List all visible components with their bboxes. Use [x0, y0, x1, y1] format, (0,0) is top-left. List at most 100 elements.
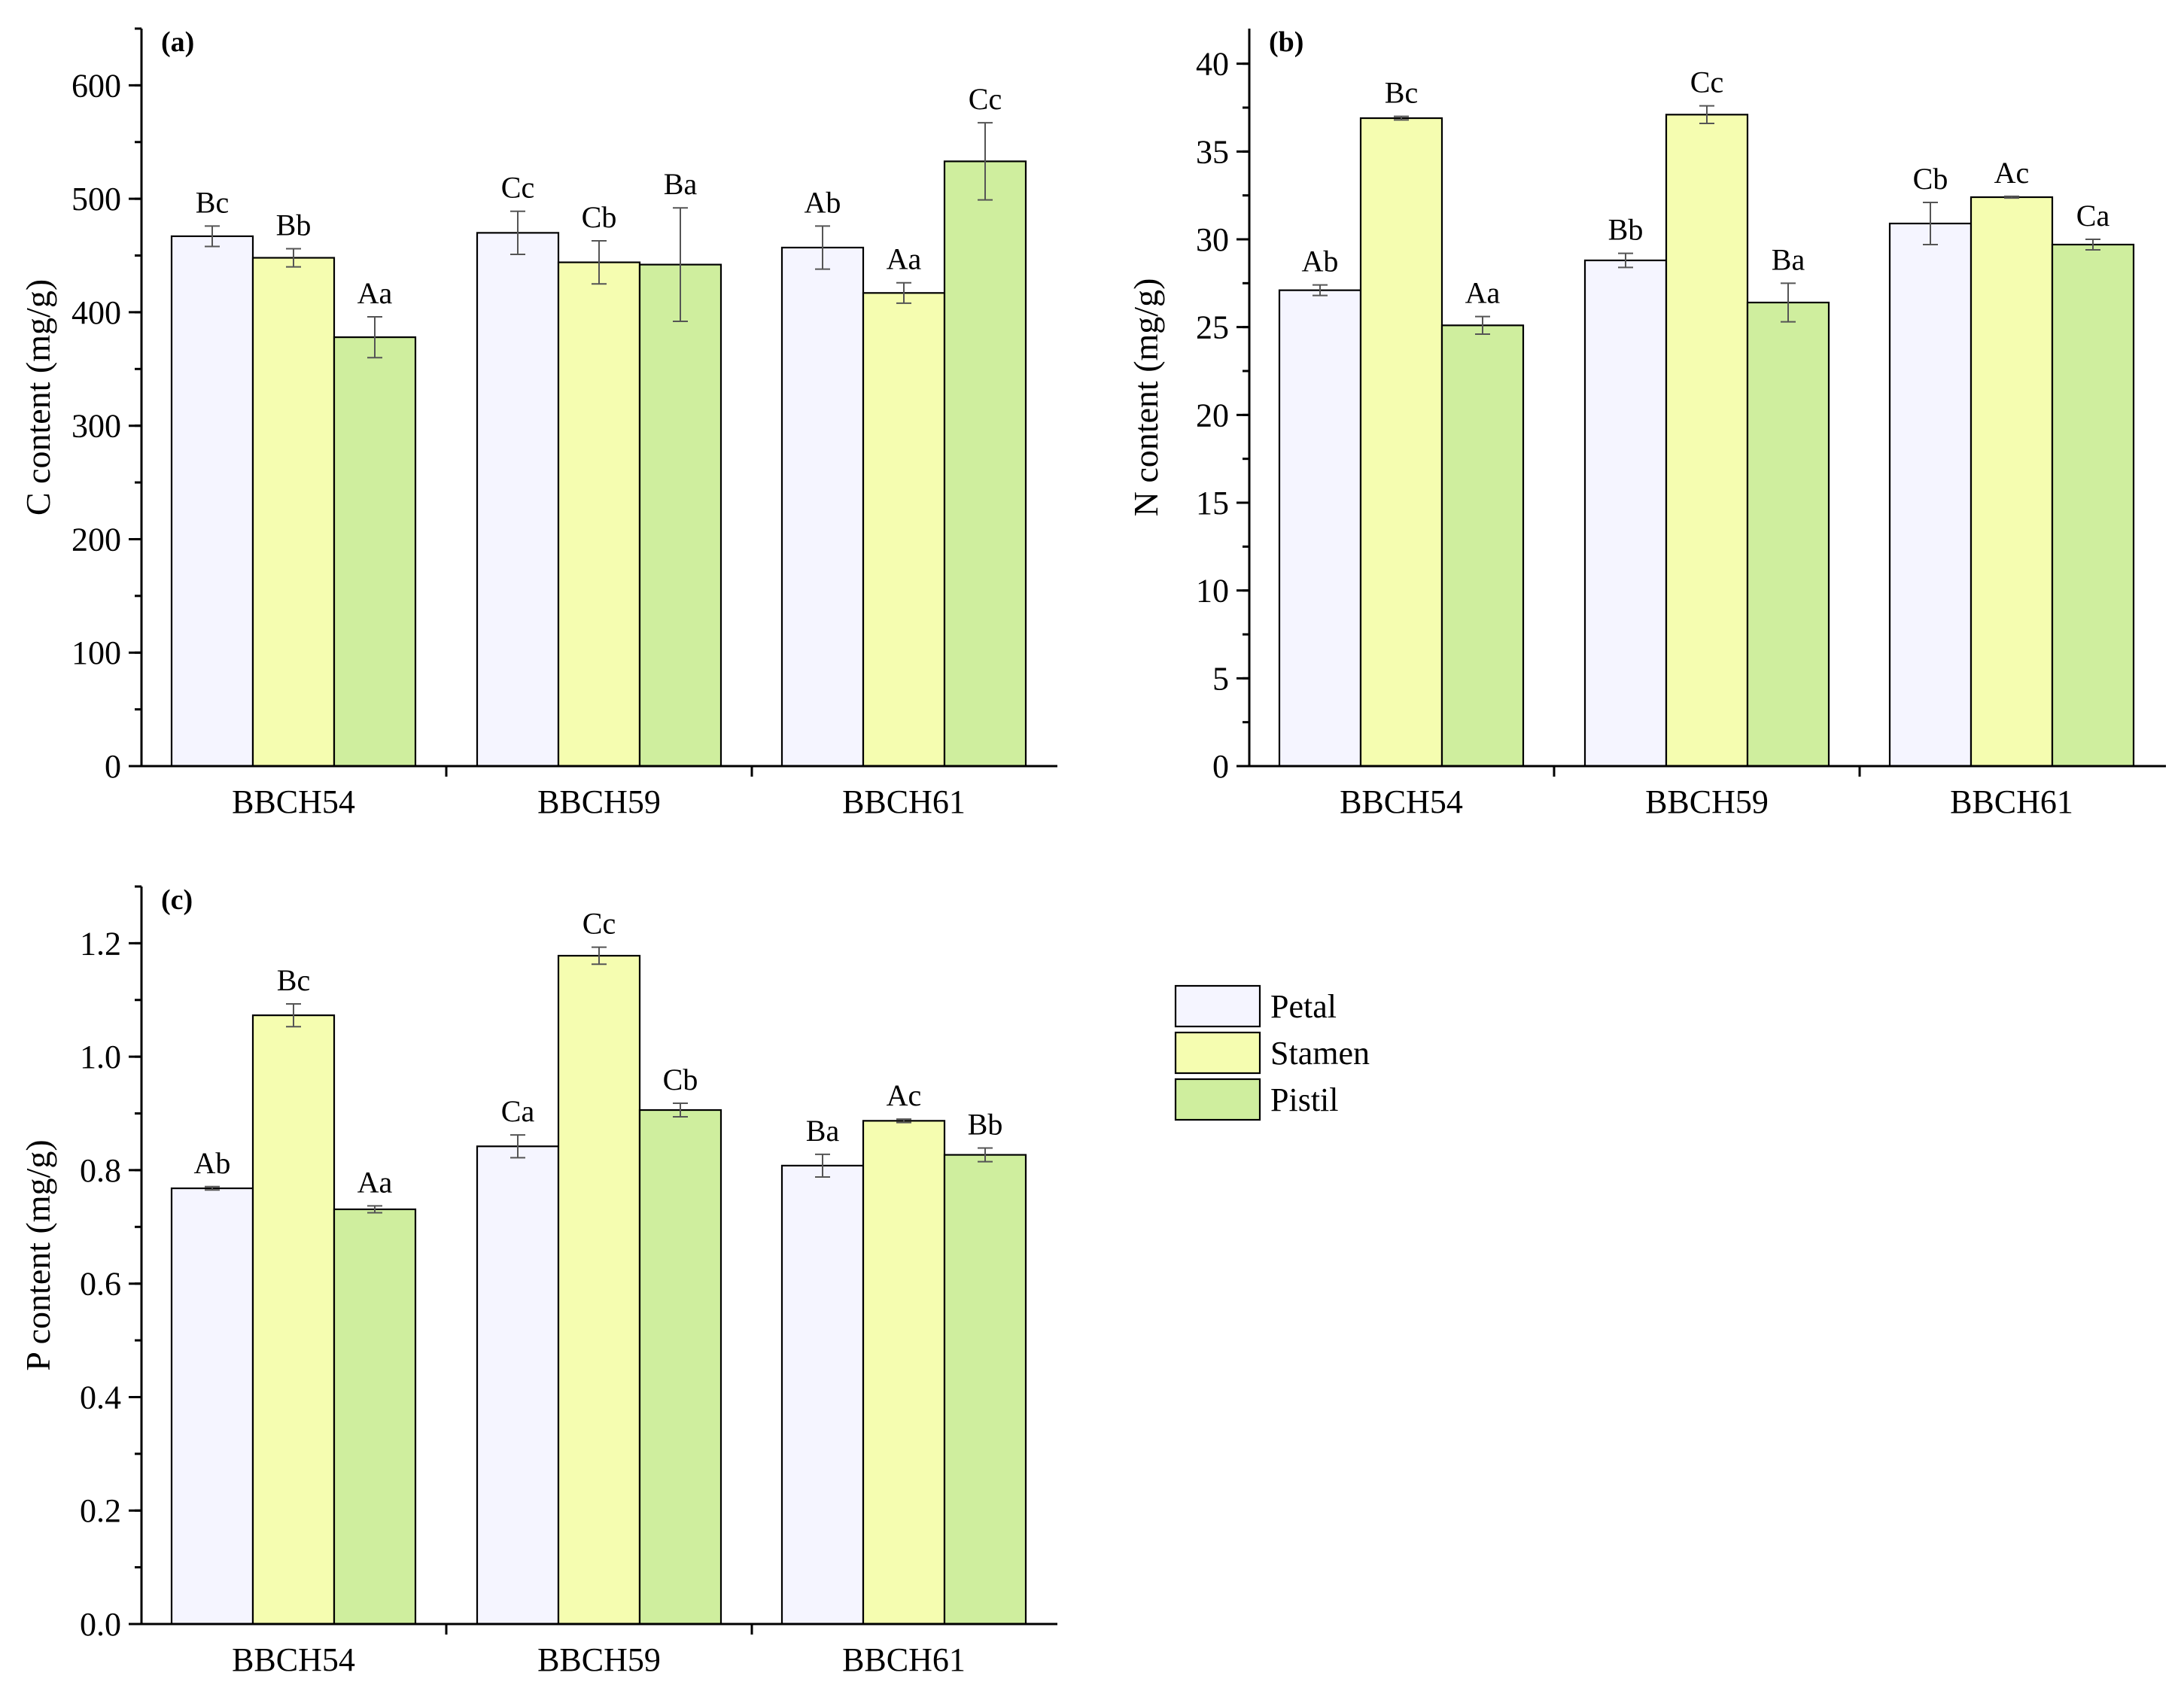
- significance-letter: Bb: [276, 208, 312, 242]
- significance-letter: Ca: [2076, 199, 2110, 233]
- significance-letter: Bb: [968, 1108, 1003, 1142]
- x-tick-label: BBCH61: [842, 783, 966, 820]
- y-axis-title: N content (mg/g): [1127, 278, 1165, 517]
- significance-letter: Cb: [582, 200, 617, 234]
- bar-petal-bbch59: [1583, 259, 1668, 768]
- legend: Petal Stamen Pistil: [1174, 984, 1370, 1121]
- error-bar: [673, 207, 688, 322]
- bar-pistil-bbch61: [2051, 243, 2135, 768]
- error-bar: [896, 281, 911, 304]
- error-bar: [286, 1003, 301, 1028]
- error-bar: [592, 239, 607, 285]
- bar-petal-bbch59: [476, 1145, 560, 1626]
- y-tick-label: 0.8: [80, 1152, 121, 1189]
- significance-letter: Cb: [1913, 162, 1948, 196]
- error-bar: [592, 946, 607, 966]
- y-tick-label: 0.2: [80, 1492, 121, 1529]
- y-tick-label: 25: [1196, 309, 1229, 346]
- y-tick-label: 500: [71, 181, 121, 217]
- error-bar: [1699, 105, 1714, 124]
- bar-pistil-bbch54: [333, 1208, 417, 1626]
- significance-letter: Cc: [1690, 65, 1723, 99]
- significance-letter: Ab: [805, 185, 841, 219]
- x-tick-label: BBCH54: [232, 1641, 355, 1678]
- legend-label-pistil: Pistil: [1270, 1081, 1339, 1118]
- y-tick-label: 0: [105, 748, 121, 785]
- legend-swatch-pistil: [1174, 1078, 1261, 1121]
- bar-petal-bbch61: [780, 246, 865, 768]
- x-tick-label: BBCH59: [537, 783, 661, 820]
- error-bar: [367, 1205, 382, 1214]
- panel-tag: (c): [161, 884, 193, 916]
- error-bar: [815, 225, 830, 270]
- error-bar: [205, 225, 220, 248]
- y-tick-label: 30: [1196, 221, 1229, 258]
- significance-letter: Aa: [357, 1165, 393, 1199]
- bar-petal-bbch54: [170, 235, 254, 768]
- y-tick-label: 200: [71, 521, 121, 558]
- bar-petal-bbch61: [780, 1164, 865, 1626]
- bar-petal-bbch54: [170, 1187, 254, 1626]
- significance-letter: Cb: [663, 1063, 698, 1096]
- error-bar: [673, 1102, 688, 1118]
- error-bar: [367, 315, 382, 359]
- significance-letter: Aa: [887, 242, 922, 276]
- y-tick-label: 5: [1212, 660, 1229, 697]
- significance-letter: Ba: [664, 167, 698, 201]
- bar-stamen-bbch61: [862, 292, 946, 768]
- y-tick-label: 10: [1196, 573, 1229, 610]
- x-tick-label: BBCH54: [232, 783, 355, 820]
- bar-stamen-bbch54: [251, 257, 336, 768]
- significance-letter: Bc: [1385, 76, 1418, 110]
- error-bar: [896, 1118, 911, 1124]
- y-tick-label: 300: [71, 408, 121, 445]
- error-bar: [978, 1147, 993, 1163]
- chart-panel-2: Ab Bb Cb Bc Cc Ac Aa Ba Ca 0 5 10 15 20 25 30 35 40 BBCH54…: [1127, 26, 2166, 820]
- significance-letter: Bc: [196, 185, 229, 219]
- bar-petal-bbch54: [1278, 289, 1362, 768]
- bar-pistil-bbch61: [943, 160, 1027, 768]
- significance-letter: Cc: [969, 82, 1002, 116]
- y-tick-label: 100: [71, 634, 121, 671]
- significance-letter: Bc: [277, 963, 310, 997]
- y-tick-label: 0.4: [80, 1379, 121, 1416]
- error-bar: [1781, 282, 1796, 323]
- error-bar: [1923, 202, 1938, 245]
- error-bar: [2085, 239, 2100, 251]
- significance-letter: Ac: [1994, 156, 2030, 190]
- bar-stamen-bbch54: [1359, 117, 1443, 768]
- y-tick-label: 1.2: [80, 925, 121, 962]
- y-tick-label: 35: [1196, 133, 1229, 170]
- bar-pistil-bbch59: [1746, 301, 1830, 768]
- error-bar: [1313, 284, 1328, 297]
- bar-pistil-bbch59: [638, 263, 722, 768]
- chart-panel-3: Ab Ca Ba Bc Cc Ac Aa Cb Bb 0.0 0.2 0.4 0.6 0.8 1.0 1.2 B…: [19, 884, 1057, 1678]
- bar-pistil-bbch54: [1440, 324, 1525, 768]
- legend-label-petal: Petal: [1270, 988, 1337, 1025]
- y-tick-label: 400: [71, 294, 121, 331]
- legend-swatch-stamen: [1174, 1031, 1261, 1075]
- x-tick-label: BBCH59: [537, 1641, 661, 1678]
- error-bar: [815, 1153, 830, 1178]
- x-tick-label: BBCH61: [842, 1641, 966, 1678]
- x-tick-label: BBCH54: [1340, 783, 1463, 820]
- significance-letter: Cc: [501, 171, 534, 205]
- bar-pistil-bbch59: [638, 1109, 722, 1626]
- error-bar: [978, 122, 993, 201]
- significance-letter: Bb: [1608, 213, 1644, 247]
- error-bar: [286, 248, 301, 268]
- significance-letter: Ba: [1772, 242, 1805, 276]
- significance-letter: Ba: [806, 1114, 840, 1148]
- bar-stamen-bbch54: [251, 1014, 336, 1626]
- error-bar: [1394, 115, 1409, 121]
- error-bar: [510, 1134, 525, 1159]
- y-axis-title: P content (mg/g): [19, 1139, 57, 1370]
- legend-swatch-petal: [1174, 984, 1261, 1028]
- y-tick-label: 20: [1196, 397, 1229, 433]
- y-axis-title: C content (mg/g): [19, 279, 57, 515]
- significance-letter: Ab: [194, 1146, 231, 1180]
- x-tick-label: BBCH61: [1950, 783, 2073, 820]
- bar-stamen-bbch59: [1665, 114, 1749, 768]
- significance-letter: Ab: [1302, 245, 1339, 278]
